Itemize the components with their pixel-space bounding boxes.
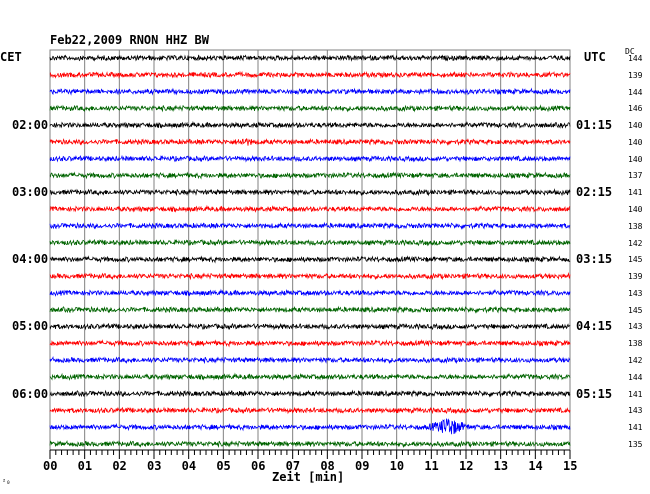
seismic-trace [49,322,571,331]
x-tick-label: 08 [320,459,335,473]
dc-value: 144 [628,87,643,97]
dc-value: 138 [628,221,643,231]
x-tick-label: 04 [181,459,197,473]
right-time-label: 02:15 [576,185,613,200]
left-time-label: 02:00 [12,118,49,133]
seismic-trace [49,288,571,297]
dc-value: 145 [628,305,643,315]
dc-value: 141 [628,188,643,198]
seismic-trace [49,356,571,365]
seismic-trace [49,137,571,146]
dc-value: 140 [628,205,643,215]
dc-value: 135 [628,439,643,449]
x-tick-label: 12 [459,459,474,473]
dc-value: 142 [628,238,643,248]
dc-value: 141 [628,423,643,433]
x-tick-label: 06 [251,459,266,473]
trace-group [49,54,571,449]
seismic-trace [49,389,571,398]
dc-value: 140 [628,154,643,164]
seismic-trace [49,204,571,213]
seismic-trace [49,406,571,415]
seismic-trace [49,54,571,62]
right-time-label: 01:15 [576,118,613,133]
dc-value: 144 [628,372,643,382]
x-tick-label: 11 [424,459,439,473]
x-tick-label: 14 [528,459,543,473]
dc-value: 143 [628,288,643,298]
x-tick-label: 07 [285,459,301,473]
seismic-trace [49,238,571,247]
seismic-trace [49,339,571,348]
x-tick-label: 13 [493,459,509,473]
dc-value: 140 [628,121,643,131]
seismic-trace [49,104,571,113]
dc-value: 139 [628,70,643,80]
seismic-trace [49,272,571,281]
dc-value: 139 [628,272,643,282]
x-tick-label: 00 [43,459,58,473]
dc-value: 138 [628,339,643,349]
dc-value: 143 [628,322,643,332]
right-time-label: 03:15 [576,252,613,267]
left-zone-label: CET [0,50,22,64]
dc-value: 141 [628,389,643,399]
dc-value: 144 [628,54,643,63]
dc-header-label: DC [625,47,635,56]
right-time-label: 05:15 [576,386,613,401]
grid-lines [49,49,571,451]
seismic-trace [49,372,571,381]
chart-title: Feb22,2009 RNON HHZ BW [50,33,209,47]
left-time-label: 06:00 [12,386,49,401]
x-tick-label: 15 [563,459,578,473]
x-tick-label: 03 [147,459,162,473]
corner-mark: ²₀ [2,478,11,486]
left-time-label: 03:00 [12,185,49,200]
seismic-trace [49,418,571,435]
x-tick-label: 05 [216,459,231,473]
x-axis-title: Zeit [min] [272,470,345,484]
seismic-trace [49,188,571,197]
plot-frame [49,49,571,451]
right-zone-label: UTC [584,50,606,64]
seismic-trace [49,255,571,264]
dc-value: 146 [628,104,643,114]
right-time-label: 04:15 [576,319,613,334]
dc-value: 142 [628,356,643,366]
x-axis [49,449,571,459]
seismic-trace [49,439,571,449]
seismic-trace [49,154,571,163]
seismic-trace [49,70,571,79]
dc-value: 145 [628,255,643,265]
x-tick-label: 02 [112,459,127,473]
x-tick-label: 01 [77,459,93,473]
seismic-trace [49,87,571,96]
seismic-trace [49,171,571,180]
seismic-trace [49,120,571,129]
dc-value: 143 [628,406,643,416]
seismic-trace [49,221,571,230]
x-tick-label: 09 [355,459,370,473]
dc-value: 137 [628,171,643,181]
left-time-label: 05:00 [12,319,49,334]
x-tick-label: 10 [389,459,405,473]
seismic-trace [49,305,571,314]
dc-value: 140 [628,137,643,147]
left-time-label: 04:00 [12,252,49,267]
